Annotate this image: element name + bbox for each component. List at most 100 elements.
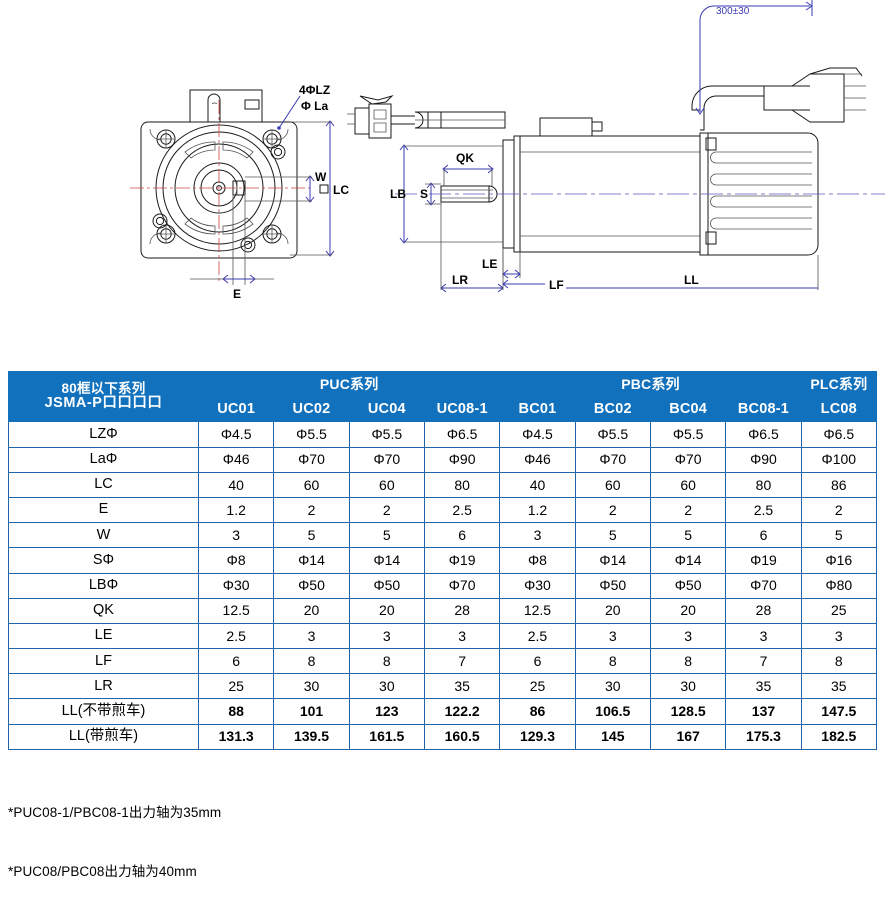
table-row: LZΦ Φ4.5 Φ5.5 Φ5.5 Φ6.5 Φ4.5 Φ5.5 Φ5.5 Φ6.5 Φ6.5 bbox=[8, 421, 878, 448]
cell-bc08-1-6: Φ70 bbox=[725, 572, 802, 599]
technical-drawing: 4ΦLZ Φ La LC W E bbox=[0, 0, 885, 360]
group-header-plc: PLC系列 bbox=[800, 370, 878, 398]
cell-uc01-0: Φ4.5 bbox=[197, 421, 275, 448]
cell-lc08-0: Φ6.5 bbox=[800, 421, 878, 448]
cell-uc02-5: Φ14 bbox=[273, 547, 350, 574]
cell-bc04-11: 128.5 bbox=[649, 698, 727, 725]
cell-uc01-12: 131.3 bbox=[197, 723, 275, 750]
label-ll: LL bbox=[684, 273, 699, 287]
cell-uc01-5: Φ8 bbox=[197, 547, 275, 574]
cell-uc08-1-5: Φ19 bbox=[423, 547, 501, 574]
cell-bc08-1-11: 137 bbox=[725, 698, 802, 725]
label-cable-length: 300±30 bbox=[716, 6, 750, 17]
cell-bc02-9: 8 bbox=[574, 648, 651, 675]
cell-uc08-1-1: Φ90 bbox=[423, 446, 501, 473]
row-label: LL(带煎车) bbox=[8, 723, 199, 750]
row-label: E bbox=[8, 496, 199, 524]
cell-uc08-1-0: Φ6.5 bbox=[423, 421, 501, 448]
table-row: E 1.2 2 2 2.5 1.2 2 2 2.5 2 bbox=[8, 496, 878, 524]
label-lf: LF bbox=[549, 278, 564, 292]
cell-bc04-12: 167 bbox=[649, 723, 727, 750]
column-header-lc08: LC08 bbox=[800, 396, 878, 423]
cell-uc04-0: Φ5.5 bbox=[348, 421, 425, 448]
cell-uc01-1: Φ46 bbox=[197, 446, 275, 473]
column-header-bc01: BC01 bbox=[499, 396, 576, 423]
cell-bc01-11: 86 bbox=[499, 698, 576, 725]
cell-bc08-1-12: 175.3 bbox=[725, 723, 802, 750]
table-row: LL(不带煎车) 88 101 123 122.2 86 106.5 128.5 137 147.… bbox=[8, 698, 878, 725]
row-label: LC bbox=[8, 471, 199, 498]
cell-uc04-10: 30 bbox=[348, 673, 425, 700]
cell-uc04-1: Φ70 bbox=[348, 446, 425, 473]
cell-bc01-6: Φ30 bbox=[499, 572, 576, 599]
cell-uc04-6: Φ50 bbox=[348, 572, 425, 599]
column-header-bc08-1: BC08-1 bbox=[725, 396, 802, 423]
cell-uc08-1-8: 3 bbox=[423, 622, 501, 650]
cell-lc08-10: 35 bbox=[800, 673, 878, 700]
table-column-row: UC01 UC02 UC04 UC08-1 BC01 BC02 BC04 BC0… bbox=[9, 396, 878, 423]
label-qk: QK bbox=[456, 151, 474, 165]
cell-bc01-1: Φ46 bbox=[499, 446, 576, 473]
cell-uc01-10: 25 bbox=[197, 673, 275, 700]
cell-bc04-3: 2 bbox=[649, 496, 727, 524]
cell-bc02-2: 60 bbox=[574, 471, 651, 498]
row-label: LBΦ bbox=[8, 572, 199, 599]
cell-uc01-11: 88 bbox=[197, 698, 275, 725]
row-label: LL(不带煎车) bbox=[8, 698, 199, 725]
column-header-uc01: UC01 bbox=[197, 396, 275, 423]
cell-bc01-3: 1.2 bbox=[499, 496, 576, 524]
cell-uc01-6: Φ30 bbox=[197, 572, 275, 599]
side-view: 300±30 LB S QK LE bbox=[347, 0, 885, 293]
label-lb: LB bbox=[390, 187, 406, 201]
cell-uc08-1-9: 7 bbox=[423, 648, 501, 675]
cell-uc04-5: Φ14 bbox=[348, 547, 425, 574]
cell-bc02-7: 20 bbox=[574, 597, 651, 624]
cell-bc02-12: 145 bbox=[574, 723, 651, 750]
cell-lc08-7: 25 bbox=[800, 597, 878, 624]
cell-lc08-9: 8 bbox=[800, 648, 878, 675]
row-label: W bbox=[8, 522, 199, 549]
cell-lc08-6: Φ80 bbox=[800, 572, 878, 599]
row-label: LaΦ bbox=[8, 446, 199, 473]
row-label: SΦ bbox=[8, 547, 199, 574]
table-body: LZΦ Φ4.5 Φ5.5 Φ5.5 Φ6.5 Φ4.5 Φ5.5 Φ5.5 Φ6.5 Φ6.5 L… bbox=[8, 421, 878, 750]
cell-bc01-2: 40 bbox=[499, 471, 576, 498]
cell-bc02-11: 106.5 bbox=[574, 698, 651, 725]
cell-bc02-1: Φ70 bbox=[574, 446, 651, 473]
cell-bc01-0: Φ4.5 bbox=[499, 421, 576, 448]
cell-lc08-12: 182.5 bbox=[800, 723, 878, 750]
cell-bc04-5: Φ14 bbox=[649, 547, 727, 574]
column-header-bc04: BC04 bbox=[649, 396, 727, 423]
cell-bc01-9: 6 bbox=[499, 648, 576, 675]
cell-uc02-0: Φ5.5 bbox=[273, 421, 350, 448]
cell-lc08-3: 2 bbox=[800, 496, 878, 524]
cell-bc02-0: Φ5.5 bbox=[574, 421, 651, 448]
table-row: LC 40 60 60 80 40 60 60 80 86 bbox=[8, 471, 878, 498]
label-pitch-circle: Φ La bbox=[301, 99, 329, 113]
cell-uc08-1-10: 35 bbox=[423, 673, 501, 700]
table-row: LaΦ Φ46 Φ70 Φ70 Φ90 Φ46 Φ70 Φ70 Φ90 Φ100 bbox=[8, 446, 878, 473]
table-row: LR 25 30 30 35 25 30 30 35 35 bbox=[8, 673, 878, 700]
cell-uc04-2: 60 bbox=[348, 471, 425, 498]
table-corner-header: 80框以下系列 JSMA-P口口口口 bbox=[8, 370, 199, 423]
cell-bc08-1-8: 3 bbox=[725, 622, 802, 650]
cell-uc04-3: 2 bbox=[348, 496, 425, 524]
cell-uc01-7: 12.5 bbox=[197, 597, 275, 624]
group-header-puc: PUC系列 bbox=[197, 370, 501, 398]
cell-bc04-8: 3 bbox=[649, 622, 727, 650]
cell-uc01-8: 2.5 bbox=[197, 622, 275, 650]
cell-uc04-12: 161.5 bbox=[348, 723, 425, 750]
label-holes: 4ΦLZ bbox=[299, 83, 330, 97]
cell-bc04-4: 5 bbox=[649, 522, 727, 549]
cell-uc01-3: 1.2 bbox=[197, 496, 275, 524]
cell-uc08-1-11: 122.2 bbox=[423, 698, 501, 725]
cell-bc02-8: 3 bbox=[574, 622, 651, 650]
cell-uc01-4: 3 bbox=[197, 522, 275, 549]
front-view: 4ΦLZ Φ La LC W E bbox=[130, 83, 349, 301]
cell-lc08-8: 3 bbox=[800, 622, 878, 650]
cell-uc08-1-12: 160.5 bbox=[423, 723, 501, 750]
cell-bc02-10: 30 bbox=[574, 673, 651, 700]
label-w: W bbox=[315, 170, 327, 184]
table-row: QK 12.5 20 20 28 12.5 20 20 28 25 bbox=[8, 597, 878, 624]
